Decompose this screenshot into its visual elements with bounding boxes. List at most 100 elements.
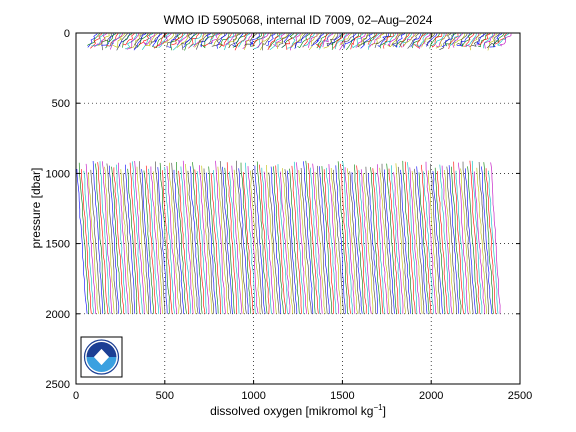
profile-shallow-line	[392, 33, 403, 47]
profile-deep-line	[273, 166, 284, 314]
profile-shallow-line	[109, 33, 121, 47]
profile-deep-line	[328, 164, 339, 314]
profile-shallow-line	[188, 33, 200, 49]
profile-shallow-line	[478, 33, 491, 46]
profile-shallow-line	[297, 33, 311, 49]
profile-deep-line	[337, 161, 348, 314]
profile-shallow-line	[367, 33, 378, 45]
profile-deep-line	[97, 162, 109, 314]
profile-deep-line	[141, 169, 152, 314]
profile-deep-line	[280, 171, 291, 314]
profile-shallow-line	[101, 33, 114, 46]
profile-deep-line	[344, 167, 356, 314]
profile-deep-line	[90, 169, 101, 314]
profile-shallow-line	[170, 33, 181, 51]
profiles	[76, 33, 512, 314]
profile-deep-line	[416, 166, 428, 314]
profile-deep-line	[129, 162, 141, 314]
profile-deep-line	[189, 166, 200, 314]
x-tick-label: 0	[73, 390, 79, 402]
profile-shallow-line	[368, 33, 380, 50]
profile-deep-line	[247, 166, 259, 314]
profile-shallow-line	[138, 33, 151, 45]
profile-shallow-line	[219, 33, 230, 48]
profile-shallow-line	[259, 33, 271, 51]
x-tick-label: 2000	[419, 390, 443, 402]
profile-shallow-line	[410, 33, 422, 48]
profile-deep-line	[277, 164, 288, 314]
x-axis-title-superscript: −1	[373, 403, 383, 412]
profile-deep-line	[414, 168, 425, 314]
profile-shallow-line	[266, 33, 276, 46]
profile-deep-line	[490, 162, 501, 314]
profile-deep-line	[421, 164, 432, 314]
profile-deep-line	[437, 171, 448, 314]
profile-shallow-line	[90, 33, 103, 49]
profile-deep-line	[434, 167, 446, 314]
noaa-logo-bird	[94, 349, 109, 365]
profile-deep-line	[407, 162, 418, 314]
profile-deep-line	[367, 173, 379, 314]
profile-deep-line	[169, 162, 180, 314]
chart-title: WMO ID 5905068, internal ID 7009, 02–Aug…	[164, 13, 433, 27]
x-tick-label: 1000	[241, 390, 265, 402]
profile-shallow-line	[471, 33, 484, 47]
profile-shallow-line	[395, 33, 408, 47]
profile-shallow-line	[327, 33, 341, 47]
profile-deep-line	[83, 170, 95, 314]
profile-shallow-line	[377, 33, 390, 48]
profile-shallow-line	[323, 33, 336, 49]
profile-deep-line	[446, 166, 457, 314]
profile-shallow-line	[371, 33, 385, 46]
profile-deep-line	[363, 173, 374, 314]
profile-deep-line	[330, 167, 342, 314]
y-tick-labels: 0 500 1000 1500 2000 2500	[46, 28, 70, 391]
profile-deep-line	[266, 164, 277, 314]
x-tick-label: 500	[156, 390, 174, 402]
profile-shallow-line	[234, 33, 248, 51]
profile-deep-line	[243, 172, 254, 314]
profile-deep-line	[321, 166, 332, 314]
profile-deep-line	[409, 167, 421, 314]
profile-deep-line	[293, 161, 304, 314]
profile-deep-line	[217, 166, 228, 314]
profile-shallow-line	[110, 33, 123, 50]
profile-deep-line	[171, 162, 182, 314]
profile-deep-line	[360, 169, 372, 314]
profile-deep-line	[263, 171, 275, 314]
profile-shallow-line	[237, 33, 251, 48]
profile-deep-line	[254, 165, 266, 314]
profile-shallow-line	[294, 33, 308, 49]
profile-deep-line	[210, 173, 221, 314]
profile-deep-line	[76, 168, 88, 314]
profile-shallow-line	[413, 33, 426, 49]
profile-shallow-line	[129, 33, 142, 48]
profile-deep-line	[377, 164, 388, 314]
noaa-logo-sky	[86, 342, 117, 357]
profile-shallow-line	[278, 33, 290, 47]
profile-deep-line	[397, 166, 409, 314]
profile-shallow-line	[252, 33, 265, 47]
profile-shallow-line	[497, 33, 509, 47]
profile-shallow-line	[419, 33, 431, 49]
profile-shallow-line	[461, 33, 472, 48]
profile-shallow-line	[189, 33, 202, 48]
profile-deep-line	[192, 162, 203, 314]
profile-shallow-line	[429, 33, 440, 49]
x-axis-title-end: ]	[383, 404, 386, 418]
profile-shallow-line	[87, 33, 100, 46]
profile-shallow-line	[209, 33, 220, 45]
profile-shallow-line	[158, 33, 170, 49]
profile-shallow-line	[322, 33, 334, 48]
profile-deep-line	[85, 163, 96, 314]
profile-deep-line	[215, 160, 226, 314]
profile-shallow-line	[122, 33, 135, 46]
profile-shallow-line	[399, 33, 410, 48]
profile-shallow-line	[465, 33, 477, 48]
profile-shallow-line	[492, 33, 505, 48]
profile-deep-line	[240, 162, 252, 314]
profile-deep-line	[261, 167, 272, 314]
x-axis-title: dissolved oxygen [mikromol kg−1]	[210, 403, 386, 418]
grid	[76, 33, 520, 384]
